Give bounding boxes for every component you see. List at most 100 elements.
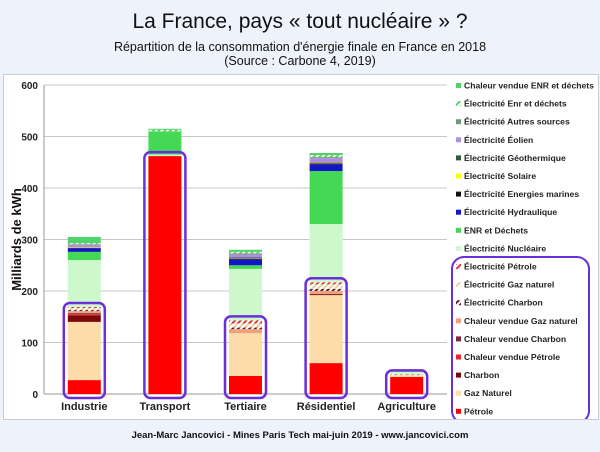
x-tick-label: Résidentiel <box>297 401 356 413</box>
x-tick-label: Transport <box>140 401 191 413</box>
legend-swatch <box>456 354 461 360</box>
legend-swatch <box>456 372 461 378</box>
legend-swatch <box>456 318 461 324</box>
bar-segment <box>67 236 101 244</box>
y-tick-label: 600 <box>21 81 38 92</box>
bar-segment <box>309 162 343 164</box>
x-tick-label: Tertiaire <box>224 401 267 413</box>
legend-item: Électricité Gaz naturel <box>456 280 554 290</box>
legend-item: Chaleur vendue ENR et déchets <box>456 81 594 91</box>
legend-label: Électricité Éolien <box>464 135 533 145</box>
bar-segment <box>229 320 262 324</box>
legend-swatch <box>456 390 461 396</box>
bar-segment <box>67 247 101 248</box>
bar-segment <box>309 152 343 156</box>
bar-segment <box>148 131 182 155</box>
bar-segment <box>67 306 101 308</box>
bar-segment <box>67 314 101 316</box>
bar-segment <box>229 265 262 269</box>
legend-label: Électricité Charbon <box>464 298 543 308</box>
legend-item: Électricité Géothermique <box>456 153 566 163</box>
bar-segment <box>309 282 343 285</box>
y-tick-label: 300 <box>21 236 38 247</box>
bar-segment <box>67 260 101 307</box>
y-tick-label: 400 <box>21 184 38 195</box>
subtitle-line-2: (Source : Carbone 4, 2019) <box>224 54 376 68</box>
legend-label: Électricité Gaz naturel <box>464 280 554 290</box>
legend-label: Électricité Enr et déchets <box>464 99 567 109</box>
bar-segment <box>309 363 343 394</box>
bar-segment <box>148 156 182 394</box>
legend-swatch <box>456 101 461 107</box>
legend-item: Électricité Éolien <box>456 135 533 145</box>
bar-segment <box>229 375 262 394</box>
bar-segment <box>229 251 262 254</box>
legend-swatch <box>456 227 461 233</box>
x-tick-label: Agriculture <box>377 401 436 413</box>
bar-segment <box>390 374 424 376</box>
bar-segment <box>67 248 101 252</box>
y-tick-label: 200 <box>21 287 38 298</box>
legend-swatch <box>456 300 461 306</box>
legend-label: Chaleur vendue Gaz naturel <box>464 316 578 326</box>
legend-highlight-box <box>451 256 590 419</box>
bar-segment <box>309 295 343 364</box>
bar-segment <box>67 380 101 394</box>
legend-label: Électricité Nucléaire <box>464 243 546 253</box>
fossil-highlight-box <box>62 301 107 400</box>
subtitle-line-1: Répartition de la consommation d'énergie… <box>113 40 487 54</box>
legend-item: Chaleur vendue Gaz naturel <box>456 316 578 326</box>
legend-label: Charbon <box>464 370 499 380</box>
legend-item: Gaz Naturel <box>456 388 512 398</box>
bar-segment <box>67 313 101 315</box>
legend-label: Électricité Hydraulique <box>464 207 557 217</box>
chart-title: La France, pays « tout nucléaire » ? <box>132 10 468 33</box>
legend-label: Électricité Géothermique <box>464 153 566 163</box>
bar-segment <box>148 154 182 157</box>
legend-item: Électricité Energies marines <box>456 189 579 199</box>
stacked-bar-chart: 0 100 200 300 400 500 600 Milliards de kWh Indus… <box>9 81 594 419</box>
x-tick-label: Industrie <box>61 401 107 413</box>
footer-credit: Jean-Marc Jancovici - Mines Paris Tech m… <box>131 430 469 441</box>
bar-segment <box>309 288 343 291</box>
bar-segment <box>309 164 343 172</box>
bar-segment <box>390 377 424 394</box>
bar-segment <box>309 162 343 163</box>
bar-segment <box>67 243 101 245</box>
legend-item: Chaleur vendue Charbon <box>456 334 566 344</box>
bar-segment <box>309 224 343 283</box>
legend-swatch <box>456 209 461 215</box>
bar-segment <box>390 375 424 378</box>
legend-swatch <box>456 83 461 88</box>
legend-label: Électricité Solaire <box>464 171 536 181</box>
bar-segment <box>309 291 343 295</box>
bar-segment <box>309 157 343 159</box>
bar-segment <box>229 253 262 255</box>
legend-item: Électricité Charbon <box>456 298 543 308</box>
legend-item: Électricité Pétrole <box>456 262 537 272</box>
y-tick-label: 100 <box>21 339 38 350</box>
bar-segment <box>229 254 262 258</box>
legend-swatch <box>456 336 461 342</box>
legend-item: Électricité Autres sources <box>456 117 570 127</box>
bar-segment <box>148 128 182 130</box>
bar-segment <box>229 257 262 259</box>
y-tick-label: 500 <box>21 133 38 144</box>
bar-segment <box>229 259 262 266</box>
chart-subtitle: Répartition de la consommation d'énergie… <box>0 40 600 68</box>
fossil-highlight-box <box>384 369 429 400</box>
legend-swatch <box>456 264 461 269</box>
legend-swatch <box>456 137 461 143</box>
chart-panel: 0 100 200 300 400 500 600 Milliards de kWh Indus… <box>3 74 599 420</box>
legend-label: ENR et Déchets <box>464 225 528 235</box>
legend-label: Gaz Naturel <box>464 388 512 398</box>
bar-segment <box>309 158 343 163</box>
bar-segment <box>229 258 262 259</box>
bar-segment <box>67 251 101 261</box>
legend-label: Électricité Pétrole <box>464 262 537 272</box>
legend-swatch <box>456 155 461 161</box>
y-axis-label: Milliards de kWh <box>9 188 24 291</box>
legend-item: ENR et Déchets <box>456 225 528 235</box>
legend-swatch <box>456 173 461 179</box>
legend-label: Chaleur vendue Charbon <box>464 334 566 344</box>
